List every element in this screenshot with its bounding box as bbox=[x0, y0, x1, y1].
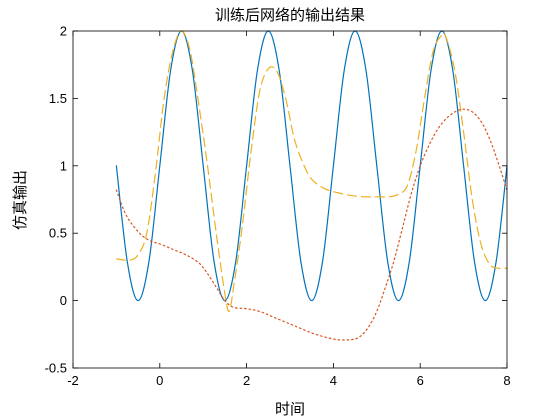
plot-area bbox=[73, 31, 507, 368]
y-tick-label: 2 bbox=[60, 24, 67, 39]
x-tick-label: 2 bbox=[243, 373, 250, 388]
axes-box bbox=[72, 30, 508, 369]
x-axis-title: 时间 bbox=[275, 400, 305, 418]
y-tick-label: -0.5 bbox=[45, 361, 67, 376]
y-tick-label: 1 bbox=[60, 158, 67, 173]
y-tick-label: 0 bbox=[60, 293, 67, 308]
x-tick-label: 0 bbox=[156, 373, 163, 388]
x-tick-label: -2 bbox=[67, 373, 79, 388]
x-tick-label: 6 bbox=[417, 373, 424, 388]
chart-title: 训练后网络的输出结果 bbox=[215, 6, 365, 24]
x-tick-label: 8 bbox=[503, 373, 510, 388]
y-axis-title: 仿真输出 bbox=[11, 170, 29, 230]
series-3-line bbox=[115, 108, 508, 341]
y-tick-label: 1.5 bbox=[49, 91, 67, 106]
x-tick-label: 4 bbox=[330, 373, 337, 388]
y-tick-label: 0.5 bbox=[49, 226, 67, 241]
axes-layer: -2 0 2 4 6 8 -0.5 0 0.5 1 1.5 2 bbox=[45, 24, 511, 389]
